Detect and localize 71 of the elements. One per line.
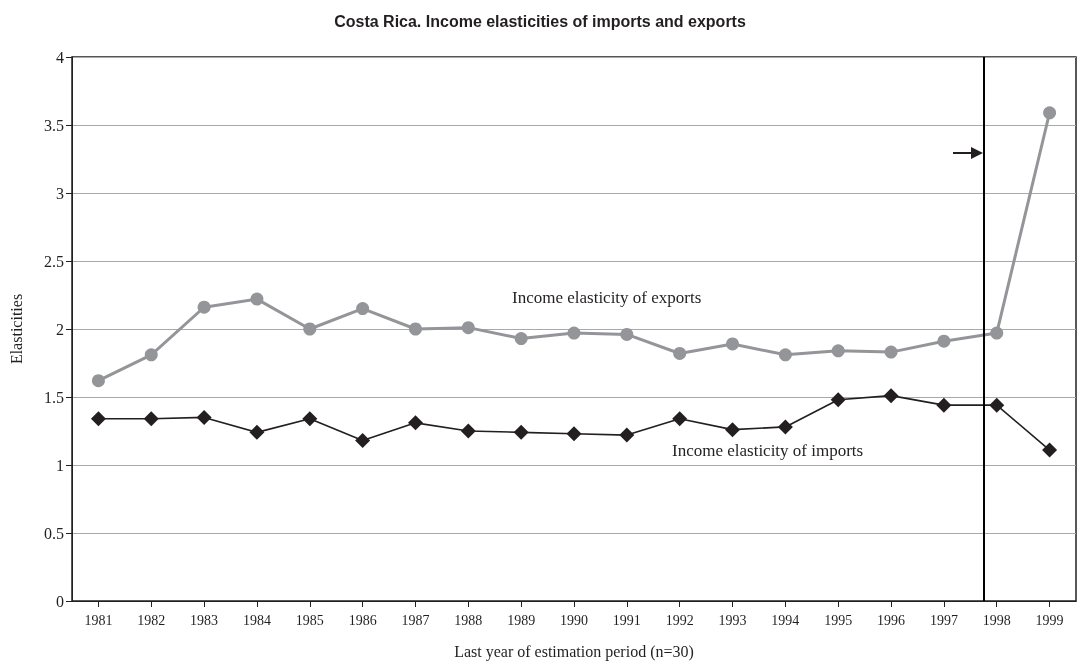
x-tick-label: 1983 [190, 612, 219, 628]
point [937, 334, 951, 348]
y-tick-label: 3.5 [44, 116, 64, 134]
x-tick-label: 1989 [507, 612, 536, 628]
point [725, 422, 741, 438]
point [620, 327, 634, 341]
y-tick-label: 0.5 [44, 524, 64, 542]
point [778, 348, 792, 362]
point [461, 321, 475, 335]
y-tick-label: 0 [56, 592, 64, 610]
point [143, 411, 159, 427]
point [91, 374, 105, 388]
y-tick-label: 4 [56, 48, 64, 66]
point [777, 419, 793, 435]
series-label: Income elasticity of imports [672, 441, 864, 461]
point [302, 411, 318, 427]
x-tick-label: 1992 [665, 612, 694, 628]
point [197, 300, 211, 314]
point [726, 337, 740, 351]
point [407, 415, 423, 431]
point [250, 292, 264, 306]
x-tick-label: 1996 [877, 612, 906, 628]
x-tick-label: 1988 [454, 612, 483, 628]
x-tick-label: 1998 [982, 612, 1011, 628]
point [144, 348, 158, 362]
point [883, 388, 899, 404]
point [566, 426, 582, 442]
point [936, 397, 952, 413]
y-tick-label: 3 [56, 184, 64, 202]
point [567, 326, 581, 340]
point [513, 424, 529, 440]
point [884, 345, 898, 359]
y-tick-label: 2 [56, 320, 64, 338]
x-tick-label: 1982 [137, 612, 166, 628]
point [990, 326, 1004, 340]
point [514, 332, 528, 346]
point [249, 424, 265, 440]
x-tick-label: 1995 [824, 612, 853, 628]
point [355, 433, 371, 449]
x-tick-label: 1987 [401, 612, 430, 628]
chart-title: Costa Rica. Income elasticities of imports and exports [334, 12, 746, 30]
x-tick-label: 1986 [348, 612, 377, 628]
point [831, 344, 845, 358]
x-tick-label: 1994 [771, 612, 800, 628]
point [673, 346, 687, 360]
point [672, 411, 688, 427]
x-tick-label: 1991 [612, 612, 641, 628]
point [830, 392, 846, 408]
point [460, 423, 476, 439]
y-tick-label: 1 [56, 456, 64, 474]
y-tick-label: 1.5 [44, 388, 64, 406]
x-tick-label: 1984 [242, 612, 271, 628]
point [408, 322, 422, 336]
point [989, 397, 1005, 413]
x-tick-label: 1993 [718, 612, 747, 628]
x-tick-label: 1997 [929, 612, 958, 628]
point [619, 427, 635, 443]
y-tick-label: 2.5 [44, 252, 64, 270]
point [356, 302, 370, 316]
x-tick-label: 1990 [560, 612, 588, 628]
point [303, 322, 317, 336]
point [1042, 442, 1058, 458]
x-tick-label: 1981 [84, 612, 113, 628]
x-tick-label: 1985 [295, 612, 324, 628]
series-label: Income elasticity of exports [512, 288, 702, 308]
point [1043, 106, 1057, 120]
point [90, 411, 106, 427]
point [196, 409, 212, 425]
x-axis-title: Last year of estimation period (n=30) [454, 642, 694, 661]
y-axis-title: Elasticities [7, 293, 25, 365]
x-tick-label: 1999 [1035, 612, 1064, 628]
